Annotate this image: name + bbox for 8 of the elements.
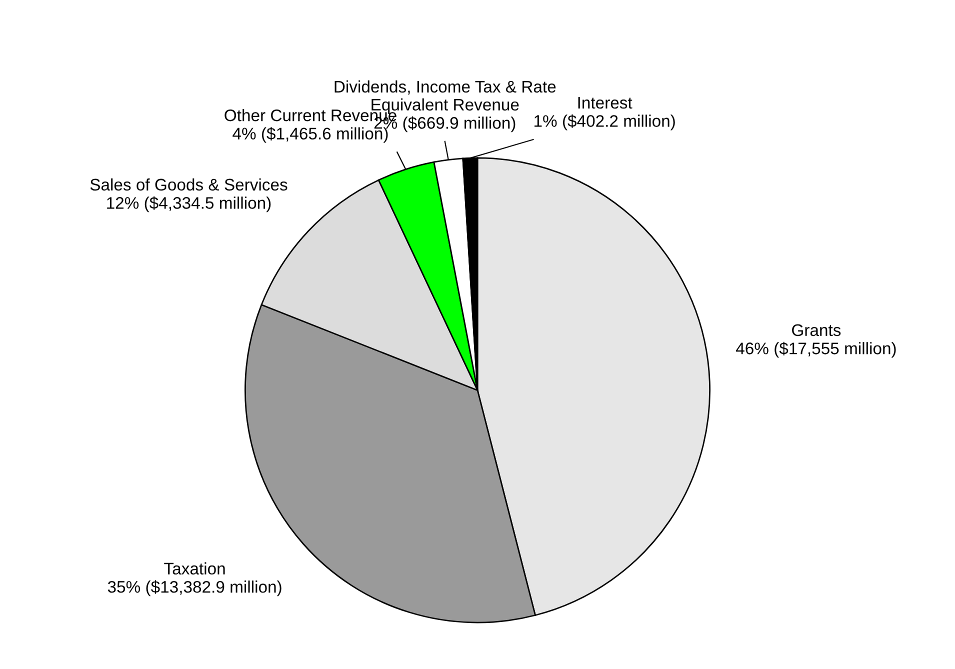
slice-label: Grants	[792, 324, 841, 336]
data-label: 46% ($17,555 million)	[736, 342, 896, 358]
slice-label: Taxation	[164, 562, 225, 575]
data-label: 1% ($402.2 million)	[534, 114, 675, 130]
slice-label: Sales of Goods & Services	[90, 178, 288, 191]
data-label: 35% ($13,382.9 million)	[108, 580, 282, 596]
data-label: 12% ($4,334.5 million)	[107, 196, 271, 212]
slice-label: Interest	[578, 97, 632, 109]
